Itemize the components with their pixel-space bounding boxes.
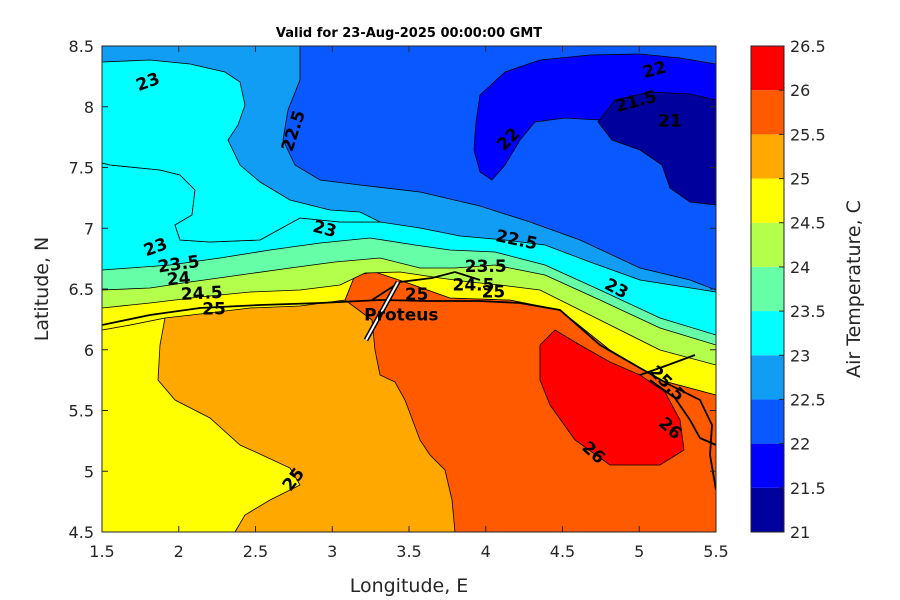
y-tick-label: 8 [84, 98, 94, 117]
x-tick-label: 2.5 [243, 542, 268, 561]
contour-region-26 [539, 329, 685, 466]
colorbar-swatch [751, 222, 784, 267]
colorbar-tick-label: 21.5 [790, 479, 826, 498]
x-tick-label: 1.5 [89, 542, 114, 561]
y-axis-ticks: 4.5 5 5.5 6 6.5 7 7.5 8 8.5 [69, 37, 716, 542]
colorbar-tick-label: 21 [790, 523, 810, 542]
contour-label: 23.5 [465, 257, 507, 277]
x-tick-label: 3.5 [396, 542, 421, 561]
colorbar-tick-label: 26 [790, 81, 810, 100]
x-axis-ticks: 1.5 2 2.5 3 3.5 4 4.5 5 5.5 [89, 46, 729, 561]
y-axis-label: Latitude, N [31, 237, 53, 342]
y-tick-label: 7.5 [69, 159, 94, 178]
colorbar-swatch [751, 311, 784, 356]
x-tick-label: 3 [327, 542, 337, 561]
colorbar-tick-label: 25.5 [790, 125, 826, 144]
colorbar-swatch [751, 178, 784, 223]
colorbar-swatch [751, 487, 784, 532]
contour-label: 25 [202, 300, 226, 320]
y-tick-label: 6.5 [69, 280, 94, 299]
contour-label: 21 [658, 111, 682, 131]
colorbar-tick-label: 23 [790, 346, 810, 365]
x-tick-label: 5.5 [703, 542, 728, 561]
y-tick-label: 6 [84, 341, 94, 360]
colorbar-label: Air Temperature, C [843, 200, 865, 378]
y-tick-label: 7 [84, 219, 94, 238]
y-tick-label: 5.5 [69, 402, 94, 421]
colorbar-tick-label: 26.5 [790, 37, 826, 56]
colorbar-swatch [751, 399, 784, 444]
colorbar-swatch [751, 355, 784, 400]
annotations: Proteus [364, 306, 438, 326]
x-axis-label: Longitude, E [350, 575, 469, 597]
coastline [102, 271, 716, 491]
colorbar-tick-label: 23.5 [790, 302, 826, 321]
colorbar-swatch [751, 46, 784, 91]
colorbar-tick-label: 24.5 [790, 214, 826, 233]
chart-title: Valid for 23-Aug-2025 00:00:00 GMT [276, 26, 542, 41]
colorbar-tick-label: 22.5 [790, 390, 826, 409]
contour-region-23-north [102, 59, 381, 243]
colorbar-tick-label: 25 [790, 170, 810, 189]
x-tick-label: 4 [481, 542, 491, 561]
x-tick-label: 4.5 [550, 542, 575, 561]
colorbar-swatch [751, 266, 784, 312]
contour-label: 25 [482, 283, 506, 303]
contour-label: 25 [405, 285, 429, 305]
contour-label: 24.5 [180, 283, 223, 305]
contour-label: 24 [166, 268, 191, 290]
contour-region-21 [597, 91, 716, 206]
colorbar-tick-label: 24 [790, 258, 810, 277]
proteus-station-marker [363, 280, 401, 342]
station-label: Proteus [364, 306, 438, 326]
y-tick-label: 5 [84, 462, 94, 481]
contour-label: 24.5 [452, 275, 494, 295]
y-tick-label: 4.5 [69, 523, 94, 542]
contour-region-24-5-south [102, 317, 301, 532]
colorbar-swatch [751, 134, 784, 179]
x-tick-label: 5 [634, 542, 644, 561]
x-tick-label: 2 [174, 542, 184, 561]
colorbar: 21 21.5 22 22.5 23 23.5 24 24.5 25 25.5 26 26.5 [750, 37, 826, 542]
colorbar-swatch [751, 90, 784, 135]
colorbar-tick-label: 22 [790, 435, 810, 454]
y-tick-label: 8.5 [69, 37, 94, 56]
colorbar-frame [750, 45, 785, 533]
colorbar-swatch [751, 443, 784, 488]
